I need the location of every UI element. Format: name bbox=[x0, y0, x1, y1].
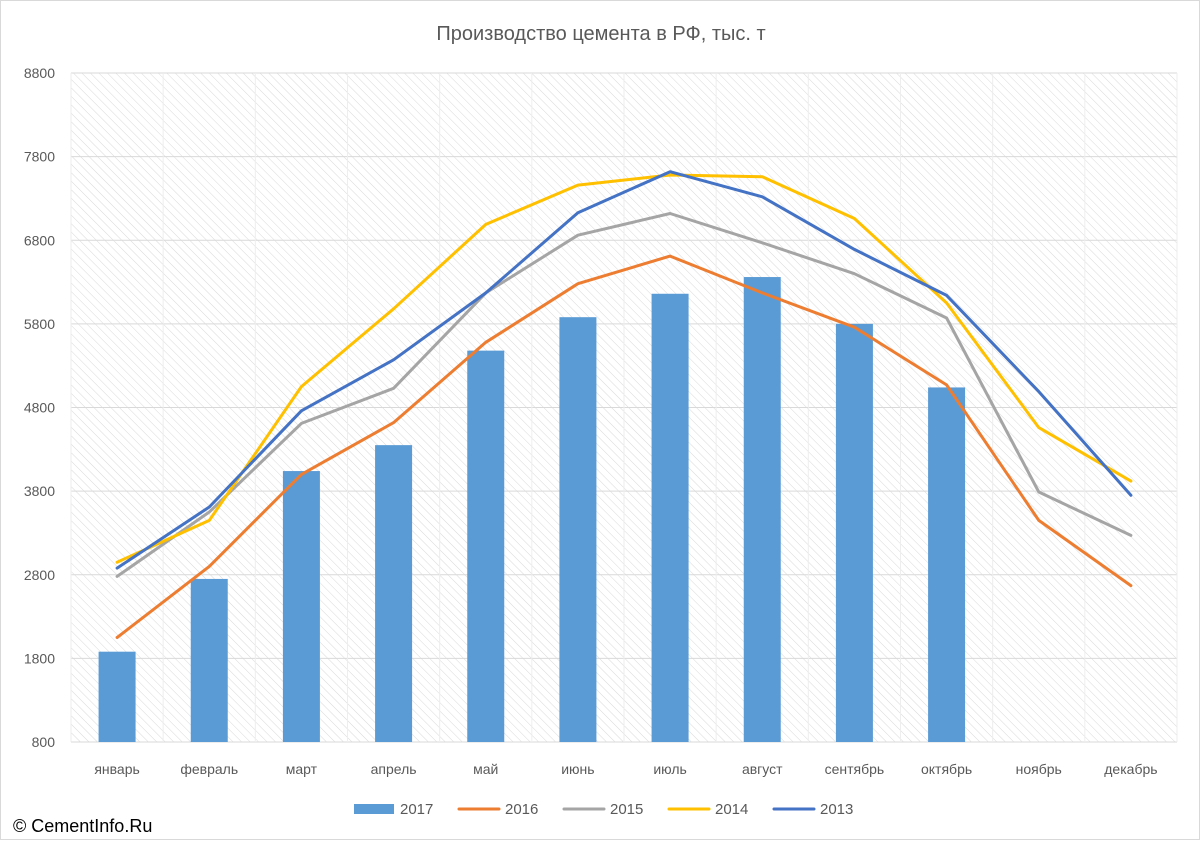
legend-label-2017: 2017 bbox=[400, 801, 433, 818]
x-tick-label: октябрь bbox=[921, 761, 972, 777]
chart-title: Производство цемента в РФ, тыс. т bbox=[436, 23, 765, 45]
x-tick-label: декабрь bbox=[1104, 761, 1157, 777]
bar-2017-май bbox=[467, 351, 504, 742]
y-tick-label: 800 bbox=[32, 734, 56, 750]
bar-2017-январь bbox=[99, 652, 136, 742]
x-tick-label: май bbox=[473, 761, 498, 777]
bar-2017-август bbox=[744, 277, 781, 742]
x-tick-label: сентябрь bbox=[825, 761, 885, 777]
x-tick-label: август bbox=[742, 761, 783, 777]
y-tick-label: 1800 bbox=[24, 650, 55, 666]
bar-2017-апрель bbox=[375, 445, 412, 742]
bar-2017-март bbox=[283, 471, 320, 742]
bar-2017-сентябрь bbox=[836, 324, 873, 742]
x-tick-label: апрель bbox=[371, 761, 417, 777]
y-tick-label: 4800 bbox=[24, 400, 55, 416]
y-tick-label: 5800 bbox=[24, 316, 55, 332]
y-tick-label: 3800 bbox=[24, 483, 55, 499]
x-tick-label: ноябрь bbox=[1016, 761, 1062, 777]
legend-label-2016: 2016 bbox=[505, 801, 538, 818]
legend: 2017 2016 2015 2014 2013 bbox=[354, 801, 853, 818]
x-tick-label: июнь bbox=[561, 761, 594, 777]
y-tick-label: 2800 bbox=[24, 567, 55, 583]
y-tick-label: 7800 bbox=[24, 149, 55, 165]
x-axis-ticks: январь февраль март апрель май июнь июль август… bbox=[94, 761, 1157, 777]
legend-label-2014: 2014 bbox=[715, 801, 748, 818]
bar-2017-июль bbox=[652, 294, 689, 742]
x-tick-label: февраль bbox=[180, 761, 238, 777]
y-axis-ticks: 800 1800 2800 3800 4800 5800 6800 7800 8800 bbox=[24, 65, 55, 750]
y-tick-label: 6800 bbox=[24, 232, 55, 248]
x-tick-label: июль bbox=[653, 761, 686, 777]
credit-text: © CementInfo.Ru bbox=[13, 816, 152, 836]
y-tick-label: 8800 bbox=[24, 65, 55, 81]
x-tick-label: март bbox=[286, 761, 318, 777]
legend-swatch-2017 bbox=[354, 804, 394, 814]
bar-2017-июнь bbox=[559, 317, 596, 742]
bar-2017-февраль bbox=[191, 579, 228, 742]
x-tick-label: январь bbox=[94, 761, 139, 777]
bar-2017-октябрь bbox=[928, 387, 965, 742]
legend-label-2013: 2013 bbox=[820, 801, 853, 818]
legend-label-2015: 2015 bbox=[610, 801, 643, 818]
